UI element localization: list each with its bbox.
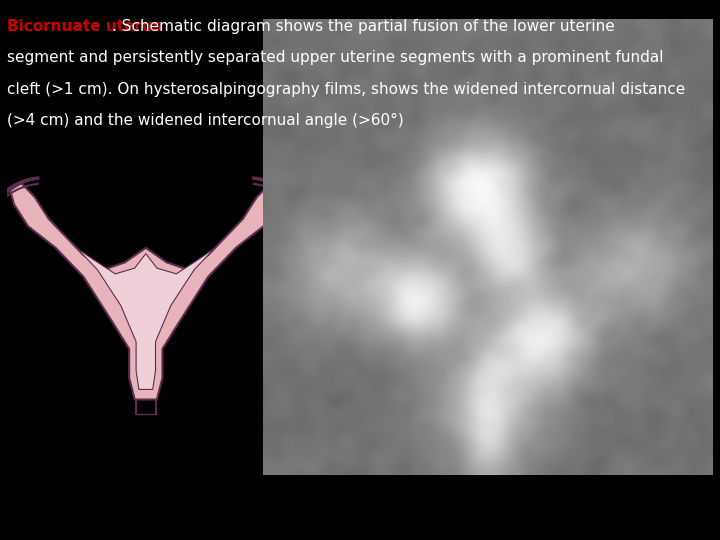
- Polygon shape: [10, 183, 282, 400]
- Text: (>4 cm) and the widened intercornual angle (>60°): (>4 cm) and the widened intercornual ang…: [7, 113, 404, 128]
- Text: . Schematic diagram shows the partial fusion of the lower uterine: . Schematic diagram shows the partial fu…: [112, 19, 614, 34]
- Polygon shape: [76, 248, 215, 389]
- Text: Bicornuate uterus: Bicornuate uterus: [7, 19, 162, 34]
- Text: cleft (>1 cm). On hysterosalpingography films, shows the widened intercornual di: cleft (>1 cm). On hysterosalpingography …: [7, 82, 685, 97]
- Text: segment and persistently separated upper uterine segments with a prominent funda: segment and persistently separated upper…: [7, 50, 664, 65]
